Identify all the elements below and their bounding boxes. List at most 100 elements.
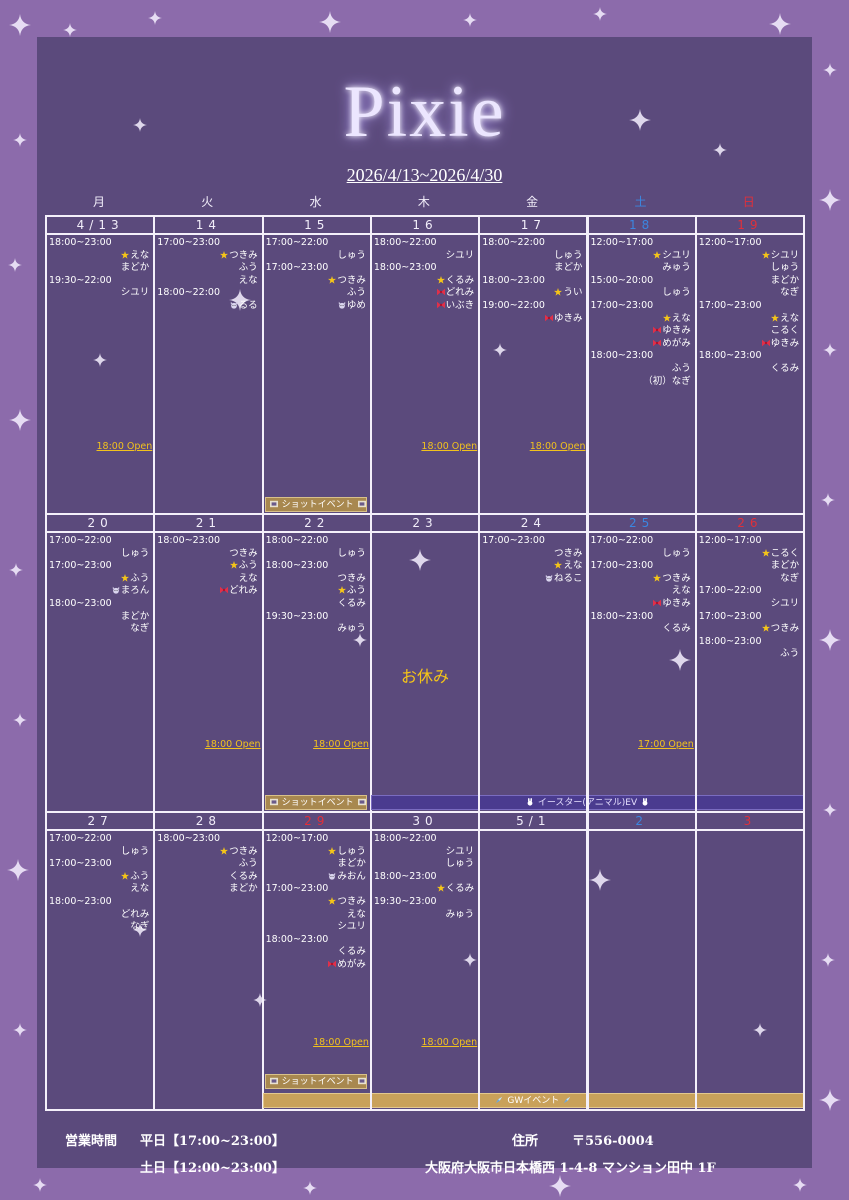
- shift-time: 15:00~20:00: [590, 274, 654, 286]
- day-cell: 28 18:00~23:00 つきみ ふう くるみ まどか: [153, 811, 264, 1111]
- staff-name: るる: [230, 300, 258, 312]
- day-cell: 20 17:00~22:00 しゅう 17:00~23:00 ふう まろん 18:00~23…: [45, 513, 156, 813]
- weekday-hours: 平日【17:00~23:00】: [140, 1134, 285, 1149]
- sparkle: [819, 629, 841, 651]
- staff-name: シユリ: [653, 250, 691, 262]
- star-icon: [761, 250, 770, 259]
- weekday-label: 金: [526, 195, 539, 209]
- sparkle: [133, 923, 147, 937]
- star-icon: [771, 313, 780, 322]
- day-number: 5/1: [480, 813, 587, 831]
- day-number: 29: [263, 813, 370, 831]
- shot-event: ショットイベント: [264, 795, 367, 810]
- sparkle: [589, 869, 611, 891]
- weekday-label: 土: [634, 195, 647, 209]
- day-number: 18: [588, 217, 695, 235]
- staff-name: シユリ: [120, 287, 150, 299]
- staff-name: くるみ: [337, 598, 366, 609]
- staff-name: つきみ: [653, 573, 691, 585]
- shift-time: 17:00~23:00: [482, 535, 545, 546]
- staff-name: しゅう: [328, 846, 366, 858]
- staff-name: くるみ: [662, 623, 691, 635]
- day-cell: 27 17:00~22:00 しゅう 17:00~23:00 ふう えな 18:00~23:…: [45, 811, 156, 1111]
- shift-time: 18:00~22:00: [373, 833, 437, 844]
- staff-name: どれみ: [220, 585, 258, 597]
- star-icon: [436, 275, 445, 284]
- shift-time: 12:00~17:00: [698, 237, 762, 248]
- day-number: 14: [155, 217, 262, 235]
- period: 2026/4/13~2026/4/30: [346, 165, 503, 185]
- day-cell: 2: [586, 811, 697, 1111]
- open-time: 18:00 Open: [421, 441, 478, 452]
- sparkle: [819, 189, 841, 211]
- sparkle: [713, 143, 727, 157]
- staff-name: えな: [662, 313, 691, 325]
- day-cell: 5/1: [478, 811, 589, 1111]
- sparkle: [229, 289, 251, 311]
- staff-name: うい: [554, 287, 582, 299]
- staff-name: えな: [346, 908, 366, 920]
- panel: [37, 37, 812, 1168]
- staff-name: まどか: [120, 610, 150, 622]
- star-icon: [121, 871, 130, 880]
- day-number: 15: [263, 217, 370, 235]
- sparkle: [821, 493, 835, 507]
- ribbon-icon: [328, 960, 337, 968]
- shift-time: 12:00~17:00: [590, 237, 654, 248]
- sparkle: [463, 953, 477, 967]
- staff-name: くるみ: [770, 363, 800, 374]
- film-icon: [269, 798, 278, 806]
- day-number: 27: [47, 813, 154, 831]
- staff-name: くるみ: [229, 870, 258, 882]
- staff-name: シユリ: [445, 845, 475, 857]
- staff-name: めがみ: [328, 959, 366, 971]
- star-icon: [337, 586, 346, 595]
- sparkle: [133, 118, 147, 132]
- weekday-label: 木: [417, 195, 430, 209]
- day-cell: 23 お休み: [369, 513, 481, 813]
- shift-time: 17:00~23:00: [698, 610, 762, 622]
- shift-time: 18:00~23:00: [482, 274, 545, 286]
- day-cell: 16 18:00~22:00 シユリ 18:00~23:00 くるみ どれみ いぶき 18:0…: [369, 215, 481, 515]
- staff-name: みゅう: [337, 623, 366, 635]
- weekday-label: 日: [742, 195, 755, 209]
- day-cell: 30 18:00~22:00 シユリ しゅう 18:00~23:00 くるみ 19:30~2…: [369, 811, 481, 1111]
- ribbon-icon: [220, 587, 229, 594]
- star-icon: [554, 288, 563, 297]
- shift-time: 17:00~23:00: [590, 560, 654, 572]
- day-number: 24: [480, 515, 587, 533]
- day-number: 28: [155, 813, 262, 831]
- shift-time: 18:00~22:00: [265, 535, 329, 546]
- staff-name: ゆめ: [338, 300, 366, 312]
- sparkle: [793, 1178, 807, 1192]
- staff-name: こるく: [770, 325, 800, 337]
- day-number: 23: [371, 515, 479, 533]
- staff-name: ゆきみ: [544, 313, 582, 325]
- address-label: 住所: [512, 1134, 539, 1149]
- staff-name: みゅう: [445, 908, 475, 920]
- shift-time: 17:00~22:00: [590, 535, 654, 546]
- staff-name: つきみ: [553, 547, 583, 559]
- sparkle: [819, 1089, 841, 1111]
- staff-name: まどか: [120, 262, 150, 274]
- staff-name: こるく: [761, 548, 799, 560]
- ribbon-icon: [653, 339, 662, 346]
- day-number: 16: [371, 217, 479, 235]
- star-icon: [554, 561, 563, 569]
- star-icon: [121, 250, 130, 259]
- staff-name: ふう: [337, 585, 366, 597]
- bunny-icon: [527, 798, 533, 806]
- staff-name: ふう: [238, 262, 258, 274]
- staff-name: つきみ: [328, 896, 366, 908]
- staff-name: しゅう: [445, 858, 475, 870]
- logo-title: Pixie: [343, 71, 506, 153]
- shift-time: 18:00~23:00: [265, 560, 329, 572]
- staff-name: えな: [130, 883, 150, 895]
- cat-icon: [230, 301, 237, 309]
- day-number: 4/13: [47, 217, 154, 235]
- event-label: ショットイベント: [281, 500, 354, 510]
- staff-name: しゅう: [120, 845, 150, 857]
- day-cell: 29 12:00~17:00 しゅう まどか みおん 17:00~23:00 つきみ えな シユ…: [261, 811, 372, 1111]
- sparkle: [7, 859, 29, 881]
